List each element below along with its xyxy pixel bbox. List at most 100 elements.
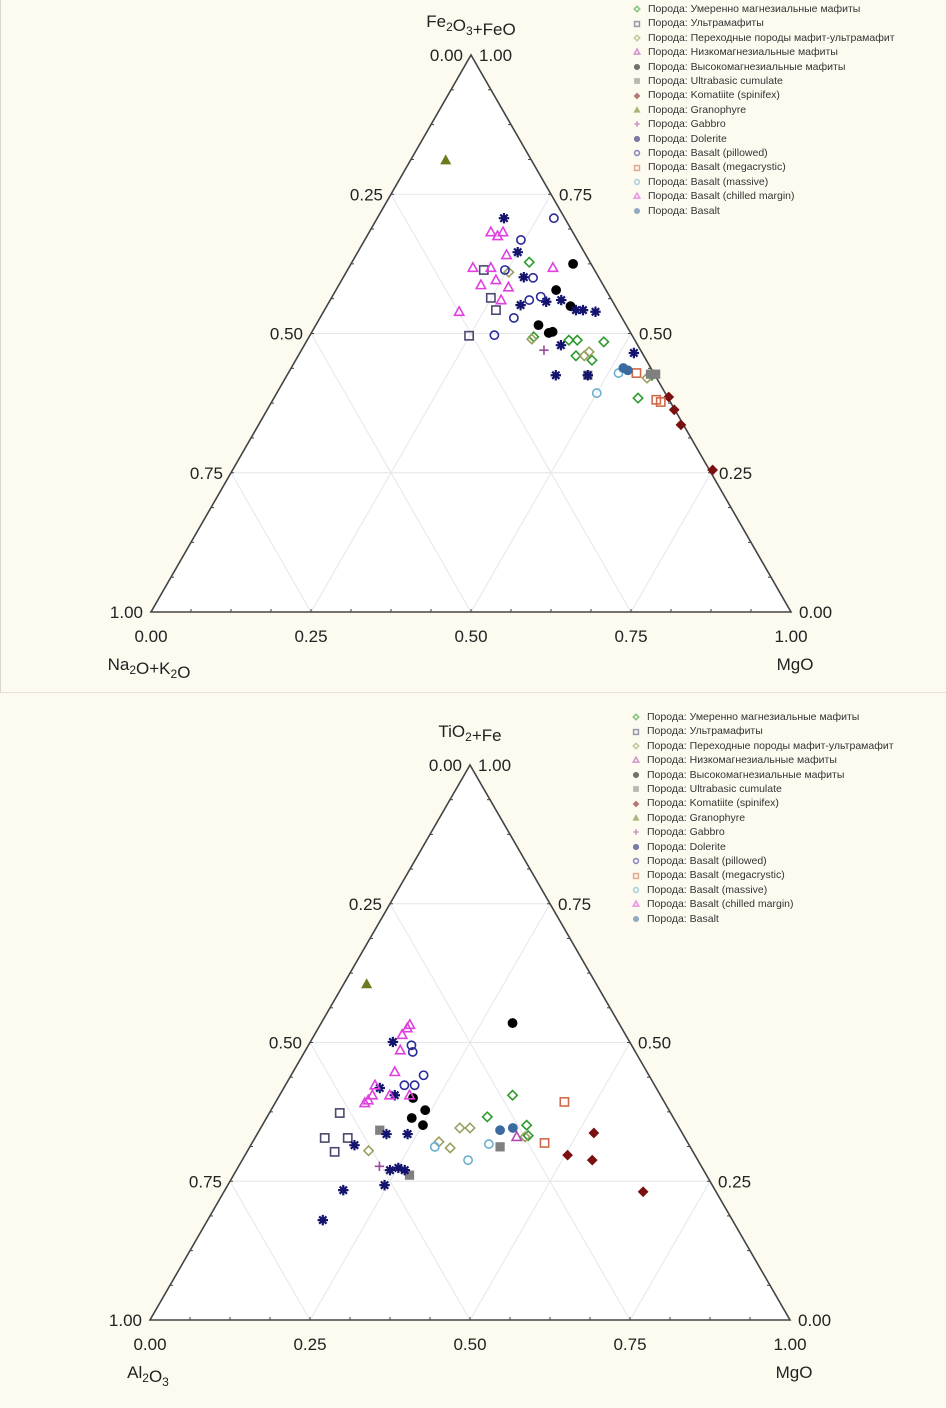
legend-item: Порода: Переходные породы мафит-ультрама… <box>631 31 895 45</box>
legend-marker <box>633 63 641 70</box>
left-tick-label: 0.25 <box>350 185 383 204</box>
legend-label: Порода: Умеренно магнезиальные мафиты <box>648 3 861 15</box>
left-tick-label: 0.50 <box>269 1034 302 1053</box>
legend-item: Порода: Ультрамафиты <box>630 724 894 738</box>
legend-marker <box>633 135 641 142</box>
data-point <box>518 272 530 283</box>
data-point <box>334 1108 345 1118</box>
left-tick-label: 0.75 <box>190 464 223 483</box>
legend-label: Порода: Переходные породы мафит-ультрама… <box>648 31 895 44</box>
right-tick-label: 0.25 <box>718 1172 751 1191</box>
bottom-tick-label: 0.50 <box>453 1335 486 1354</box>
series-basalt-megacrystic <box>631 368 666 407</box>
data-point <box>379 1179 390 1191</box>
grid-line <box>310 333 472 613</box>
data-point <box>362 1093 375 1105</box>
right-tick-label: 0.00 <box>799 603 832 622</box>
legend-marker <box>634 121 640 128</box>
series-granophyre <box>361 978 373 989</box>
right-tick-label: 1.00 <box>479 46 512 65</box>
right-axis-title: MgO <box>777 655 814 674</box>
series-transitional <box>502 266 653 384</box>
legend-item: Порода: Высокомагнезиальные мафиты <box>631 60 895 74</box>
series-gabbro <box>374 1161 385 1171</box>
legend-item: Порода: Basalt (pillowed) <box>630 854 894 868</box>
left-axis-title: Al2O3 <box>127 1363 169 1389</box>
legend-marker <box>631 899 641 908</box>
legend-marker-icon <box>632 915 640 922</box>
data-points <box>440 154 718 476</box>
data-point <box>338 1184 349 1196</box>
data-point <box>582 370 594 381</box>
data-point <box>520 1119 533 1132</box>
series-basalt <box>495 1123 518 1136</box>
data-point <box>539 345 549 355</box>
legend-item: Порода: Basalt (pillowed) <box>631 146 895 160</box>
data-point <box>418 1070 429 1081</box>
data-point <box>387 1036 399 1048</box>
data-point <box>418 1120 428 1131</box>
legend-label: Порода: Basalt (massive) <box>647 883 768 896</box>
right-axis-title: MgO <box>776 1363 813 1382</box>
legend-item: Порода: Переходные породы мафит-ультрама… <box>630 739 894 753</box>
grid-line <box>310 194 552 613</box>
data-point <box>349 1139 360 1151</box>
legend-label: Порода: Granophyre <box>647 811 746 824</box>
data-point <box>556 294 567 306</box>
data-point <box>499 265 510 275</box>
data-point <box>368 1078 381 1090</box>
right-tick-label: 0.00 <box>798 1311 831 1330</box>
chart-legend: Порода: Умеренно магнезиальные мафиты Пор… <box>630 710 894 926</box>
series-gabbro <box>539 345 549 355</box>
data-point <box>453 305 466 317</box>
data-point <box>632 392 644 404</box>
data-point <box>409 1080 420 1091</box>
legend-marker <box>633 20 641 27</box>
legend-marker <box>632 886 640 894</box>
data-point <box>319 1133 330 1143</box>
legend-marker-icon <box>634 121 640 128</box>
data-point <box>374 1161 385 1171</box>
data-point <box>396 1028 409 1040</box>
data-point <box>362 1144 375 1157</box>
data-point <box>474 278 487 290</box>
data-point <box>483 1139 494 1149</box>
series-ultramafic <box>319 1108 353 1157</box>
legend-label: Порода: Gabbro <box>647 826 725 839</box>
series-komatiite <box>562 1127 649 1198</box>
legend-item: Порода: Basalt (megacrystic) <box>631 160 895 174</box>
data-point <box>522 1129 535 1142</box>
data-point <box>484 261 497 273</box>
data-point <box>577 304 589 316</box>
legend-marker <box>632 814 640 821</box>
axis-ticks <box>171 89 771 612</box>
data-point <box>388 1065 401 1077</box>
legend-label: Порода: Низкомагнезиальные мафиты <box>648 46 838 59</box>
bottom-tick-label: 0.00 <box>133 1335 166 1354</box>
legend-marker-icon <box>633 164 641 171</box>
ternary-panel-tife-mgo-al: 0.00 0.25 0.50 0.75 1.00 1.00 0.75 0.50 0.25 0.00… <box>0 696 946 1408</box>
right-tick-label: 0.50 <box>639 325 672 344</box>
data-point <box>550 370 562 381</box>
data-point <box>484 225 497 237</box>
legend-item: Порода: Gabbro <box>630 825 894 839</box>
data-point <box>655 397 666 407</box>
legend-marker <box>633 5 641 14</box>
data-point <box>525 333 538 345</box>
series-granophyre <box>440 154 452 165</box>
legend-item: Порода: Basalt (massive) <box>631 175 895 189</box>
grid-line <box>309 903 551 1321</box>
data-point <box>515 299 526 311</box>
legend-marker-icon <box>632 814 640 821</box>
data-point <box>366 1088 379 1100</box>
legend-label: Порода: Basalt (pillowed) <box>648 147 768 160</box>
grid-line <box>309 1042 471 1321</box>
series-basalt-massive <box>429 1139 494 1166</box>
left-tick-label: 0.75 <box>189 1172 222 1191</box>
data-point <box>407 1047 418 1057</box>
legend-item: Порода: Умеренно магнезиальные мафиты <box>631 2 895 16</box>
data-point <box>429 1141 440 1152</box>
legend-marker-icon <box>633 63 641 70</box>
data-point <box>440 154 452 165</box>
legend-marker <box>631 755 641 764</box>
